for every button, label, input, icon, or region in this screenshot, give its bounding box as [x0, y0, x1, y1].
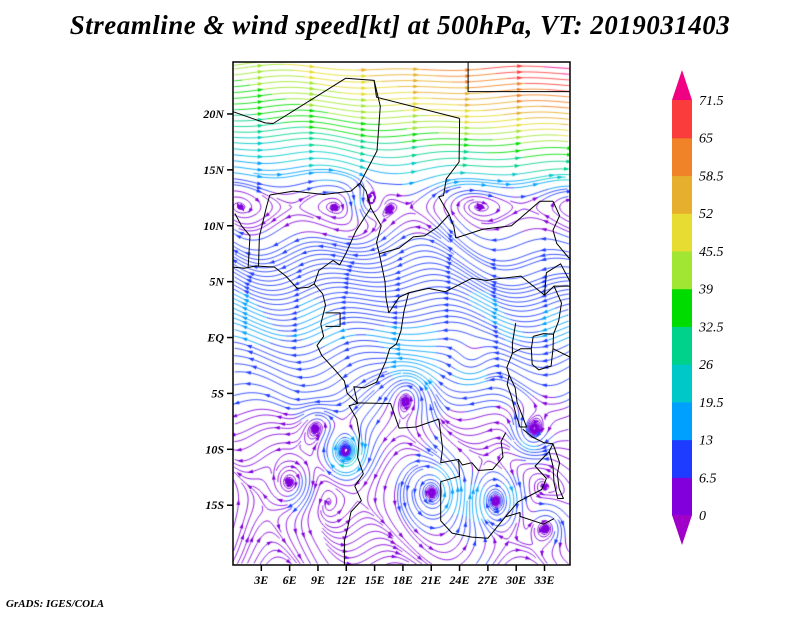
y-tick-label: 15S: [205, 498, 224, 512]
x-tick-label: 12E: [336, 573, 356, 587]
x-tick-label: 6E: [283, 573, 297, 587]
y-tick-label: 10N: [203, 219, 225, 233]
colorbar-segment: [672, 401, 692, 441]
colorbar-label: 26: [699, 358, 713, 373]
colorbar-segment: [672, 175, 692, 214]
border-line: [492, 275, 570, 296]
colorbar-label: 13: [699, 434, 713, 449]
border-line: [544, 263, 571, 296]
colorbar-segment: [672, 137, 692, 177]
colorbar-label: 19.5: [699, 396, 724, 411]
x-tick-label: 3E: [253, 573, 268, 587]
border-line: [552, 200, 571, 260]
chart-title: Streamline & wind speed[kt] at 500hPa, V…: [69, 10, 731, 40]
colorbar-segment: [672, 439, 692, 478]
border-line: [522, 428, 554, 445]
border-line: [370, 207, 382, 254]
border-line: [345, 77, 460, 119]
colorbar-label: 58.5: [699, 169, 724, 184]
border-line: [467, 62, 570, 93]
colorbar-label: 52: [699, 207, 713, 222]
colorbar-label: 39: [698, 283, 713, 298]
border-line: [379, 214, 450, 255]
x-tick-label: 15E: [365, 573, 385, 587]
x-tick-label: 24E: [449, 573, 470, 587]
y-tick-label: 20N: [202, 107, 225, 121]
border-line: [355, 402, 461, 534]
border-line: [553, 285, 562, 335]
y-tick-label: 10S: [205, 442, 224, 456]
colorbar-label: 32.5: [698, 320, 724, 335]
border-line: [232, 265, 364, 565]
colorbar-segment: [672, 213, 692, 252]
border-line: [325, 312, 341, 327]
map-borders: [232, 62, 571, 565]
border-line: [438, 118, 461, 239]
border-line: [269, 182, 361, 196]
colorbar-segment: [672, 250, 692, 290]
border-line: [451, 512, 555, 539]
colorbar-segment: [672, 477, 692, 516]
colorbar-label: 65: [699, 132, 713, 147]
x-tick-label: 21E: [420, 573, 441, 587]
border-line: [359, 80, 381, 184]
streamline-canvas: [233, 62, 570, 565]
border-line: [378, 253, 390, 313]
border-line: [530, 333, 554, 371]
y-tick-label: 15N: [203, 163, 225, 177]
colorbar-label: 71.5: [699, 94, 724, 109]
border-line: [504, 451, 550, 518]
colorbar-label: 6.5: [699, 471, 717, 486]
border-line: [548, 443, 564, 499]
x-tick-label: 27E: [477, 573, 498, 587]
border-line: [511, 322, 517, 354]
x-tick-label: 18E: [393, 573, 413, 587]
border-line: [232, 77, 347, 124]
plot-frame: [232, 61, 571, 566]
border-line: [552, 348, 571, 358]
colorbar-label: 45.5: [699, 245, 724, 260]
border-line: [258, 194, 271, 267]
border-line: [455, 200, 553, 239]
y-tick-label: EQ: [206, 331, 224, 345]
y-tick-label: 5S: [211, 386, 224, 400]
colorbar-segment: [672, 364, 692, 403]
grads-credit: GrADS: IGES/COLA: [6, 598, 105, 610]
border-line: [234, 213, 251, 268]
colorbar-segment: [672, 100, 692, 139]
colorbar-arrow-low: [672, 515, 692, 545]
border-line: [506, 374, 528, 428]
border-line: [313, 182, 372, 285]
colorbar-label: 0: [699, 509, 706, 524]
x-tick-label: 9E: [311, 573, 325, 587]
colorbar-arrow-high: [672, 70, 692, 100]
border-line: [506, 348, 532, 376]
border-line: [458, 432, 507, 471]
x-tick-label: 33E: [534, 573, 555, 587]
x-tick-label: 30E: [505, 573, 526, 587]
colorbar-segment: [672, 326, 692, 365]
border-line: [353, 292, 410, 404]
colorbar-segment: [672, 288, 692, 327]
y-tick-label: 5N: [209, 275, 225, 289]
colorbar: 0 6.5 13 19.5 26 32.5 39 45.5 52 58.5 65 71.5: [672, 70, 724, 545]
border-line: [388, 277, 493, 314]
